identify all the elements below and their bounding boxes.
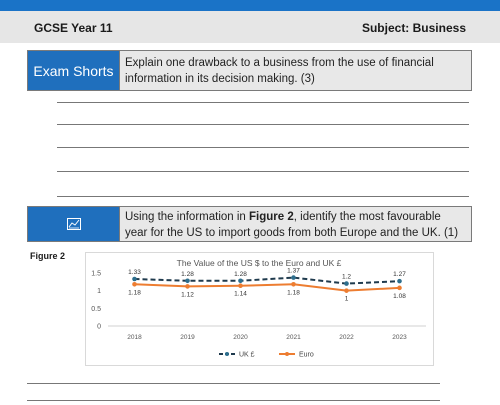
y-tick-label: 0 (97, 324, 101, 331)
data-label-euro: 1.14 (234, 291, 247, 298)
data-label-uk: 1.28 (181, 271, 194, 278)
question-2-text-part: Using the information in (125, 211, 250, 223)
figure-label: Figure 2 (30, 251, 66, 261)
answer-line[interactable] (27, 400, 440, 401)
legend-label-uk: UK £ (239, 352, 255, 359)
data-label-uk: 1.2 (342, 274, 351, 281)
answer-line[interactable] (27, 383, 440, 384)
data-label-uk: 1.27 (393, 271, 406, 278)
legend-marker (285, 352, 289, 356)
data-point-euro (397, 285, 402, 291)
data-label-uk: 1.37 (287, 268, 300, 275)
legend-marker (225, 352, 229, 356)
x-tick-label: 2019 (180, 334, 195, 341)
data-label-uk: 1.33 (128, 269, 141, 276)
data-label-uk: 1.28 (234, 271, 247, 278)
data-point-uk (344, 281, 349, 286)
data-label-euro: 1.18 (287, 289, 300, 296)
question-2-text: Using the information in Figure 2, ident… (125, 209, 463, 241)
question-1-text: Explain one drawback to a business from … (125, 57, 434, 85)
answer-line[interactable] (57, 171, 469, 172)
data-point-uk (185, 278, 190, 284)
data-label-euro: 1.18 (128, 289, 141, 296)
legend-label-euro: Euro (299, 352, 314, 359)
x-tick-label: 2018 (127, 334, 142, 341)
y-tick-label: 1.5 (91, 271, 101, 278)
data-point-uk (291, 275, 296, 280)
x-tick-label: 2022 (339, 334, 354, 341)
data-label-euro: 1.12 (181, 291, 194, 298)
question-1-box: Exam Shorts Explain one drawback to a bu… (27, 50, 472, 91)
question-2-box: Using the information in Figure 2, ident… (27, 206, 472, 242)
answer-line[interactable] (57, 102, 469, 103)
figure-reference: Figure 2 (249, 211, 294, 223)
chart-icon (66, 218, 81, 230)
data-point-uk (238, 278, 243, 284)
exam-shorts-tag: Exam Shorts (28, 51, 120, 90)
answer-line[interactable] (57, 196, 469, 197)
y-tick-label: 1 (97, 288, 101, 295)
data-point-euro (185, 284, 190, 289)
x-tick-label: 2023 (392, 334, 407, 341)
data-point-euro (238, 283, 243, 289)
data-point-euro (291, 282, 296, 287)
subject-title: Subject: Business (361, 21, 466, 35)
data-point-uk (132, 276, 137, 282)
worksheet-header: GCSE Year 11 Subject: Business (0, 11, 500, 43)
chart-canvas: The Value of the US $ to the Euro and UK… (91, 258, 426, 359)
series-line-uk (134, 276, 400, 285)
question-2-tag (28, 207, 120, 241)
answer-line[interactable] (57, 147, 469, 148)
top-accent-bar (0, 0, 500, 11)
y-tick-label: 0.5 (91, 306, 101, 313)
data-point-euro (344, 288, 349, 293)
answer-line[interactable] (57, 124, 469, 125)
question-2-text-part: , identify the most favourable year for … (125, 211, 459, 239)
data-label-euro: 1.08 (393, 293, 406, 300)
x-tick-label: 2020 (233, 334, 248, 341)
chart-title: The Value of the US $ to the Euro and UK… (177, 258, 342, 268)
line-chart: The Value of the US $ to the Euro and UK… (85, 252, 434, 366)
data-label-euro: 1 (345, 296, 349, 303)
course-title: GCSE Year 11 (34, 21, 113, 35)
data-point-uk (397, 278, 402, 284)
x-tick-label: 2021 (286, 334, 301, 341)
series-line-euro (134, 283, 400, 292)
data-point-euro (132, 282, 137, 287)
